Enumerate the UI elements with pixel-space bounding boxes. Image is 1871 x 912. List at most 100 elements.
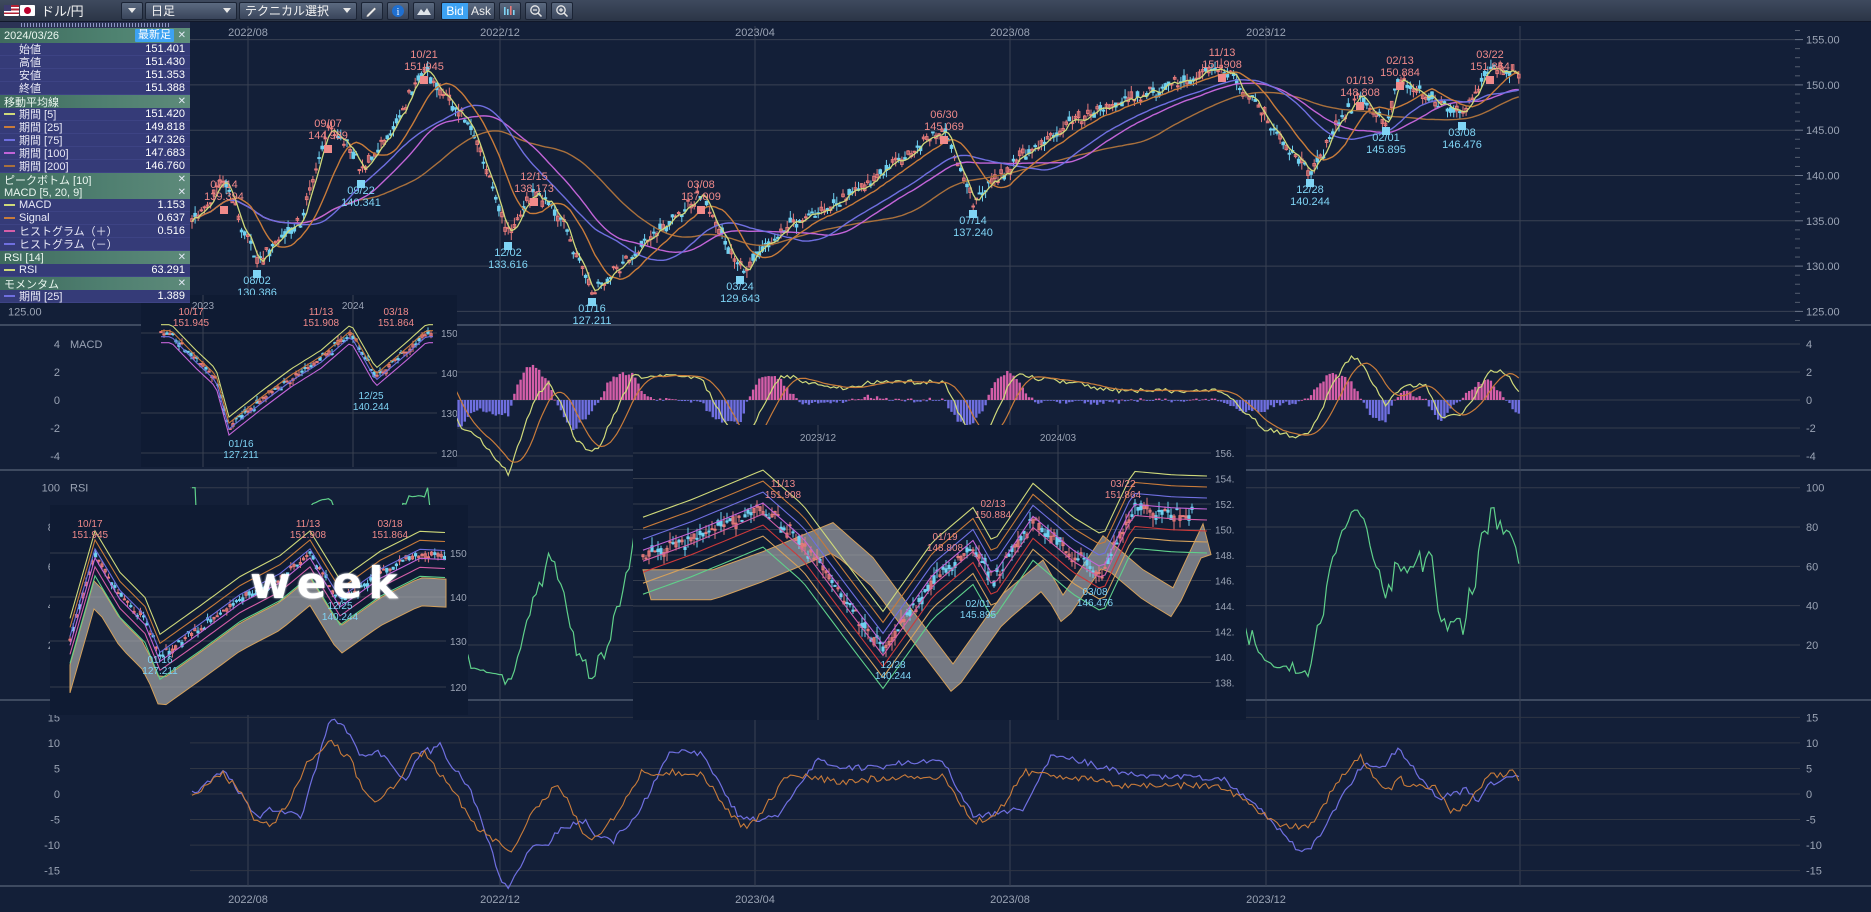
peak-bottom-marker xyxy=(1396,82,1404,90)
panel-drag-handle[interactable] xyxy=(0,22,190,28)
axis-tick-label: -5 xyxy=(50,815,60,827)
peak-bottom-marker xyxy=(220,206,228,214)
annotation-date: 02/01 xyxy=(1372,132,1400,144)
annotation-price: 140.244 xyxy=(322,612,359,623)
subwindow-weekly-upper[interactable]: 150 140 130 120 2023 2024 10/17 151.945 11/13 151… xyxy=(141,295,457,467)
axis-tick-label: 2023/08 xyxy=(990,894,1030,906)
macd-row-4: ヒストグラム（－） xyxy=(0,238,190,251)
annotation-price: 139.394 xyxy=(204,191,244,203)
peak-bottom-marker xyxy=(1458,122,1466,130)
symbol-label[interactable]: ドル/円 xyxy=(41,4,84,19)
jp-flag-icon xyxy=(20,5,35,16)
peak-bottom-marker xyxy=(969,210,977,218)
pencil-icon[interactable] xyxy=(361,1,383,20)
axis-tick-label: 100 xyxy=(1806,483,1824,495)
macd-section-header: MACD [5, 20, 9] ✕ xyxy=(0,186,190,199)
subwindow-indicator-line xyxy=(69,565,446,672)
axis-tick-label: -2 xyxy=(1806,423,1816,435)
info-icon[interactable]: i xyxy=(387,1,409,20)
peak-bottom-marker xyxy=(324,145,332,153)
close-icon[interactable]: ✕ xyxy=(177,252,186,263)
subwindow-ichimoku-canvas[interactable]: 156. 154. 152. 150. 148. 146. 144. 142. 140. 138.… xyxy=(633,425,1246,720)
annotation-price: 138.173 xyxy=(514,183,554,195)
rsi-row-1: RSI 63.291 xyxy=(0,264,190,277)
peakbottom-header-label: ピークボトム [10] xyxy=(4,174,92,187)
mountain-icon[interactable] xyxy=(413,1,435,20)
close-icon[interactable]: ✕ xyxy=(177,96,186,107)
technical-select[interactable]: テクニカル選択 xyxy=(239,1,357,20)
momentum-row-label: 期間 [25] xyxy=(19,291,63,303)
toolbar: ドル/円 日足 テクニカル選択 i Bid Ask xyxy=(0,0,1871,22)
annotation-price: 144.989 xyxy=(308,130,348,142)
ma-row-5: 期間 [200] 146.760 xyxy=(0,160,190,173)
subwindow-ma-line xyxy=(161,342,433,436)
subwindow-axis-label: 150. xyxy=(1215,526,1234,537)
annotation-date: 03/08 xyxy=(1448,127,1476,139)
subwindow-indicator-line xyxy=(69,547,446,654)
annotation-price: 140.244 xyxy=(875,671,912,682)
annotation-date: 12/28 xyxy=(1296,184,1324,196)
axis-tick-label: -10 xyxy=(1806,840,1822,852)
axis-tick-label: 40 xyxy=(1806,601,1818,613)
annotation-date: 08/02 xyxy=(243,275,271,287)
subwindow-indicator-line xyxy=(642,469,1208,613)
close-icon[interactable]: ✕ xyxy=(177,174,186,185)
annotation-price: 127.211 xyxy=(573,315,612,327)
annotation-price: 151.945 xyxy=(404,61,444,73)
series-color-swatch xyxy=(4,295,15,297)
ohlc-row-label: 始値 xyxy=(19,44,41,56)
annotation-price: 150.884 xyxy=(1380,67,1420,79)
subwindow-indicator-line xyxy=(69,556,446,663)
peakbottom-section-header: ピークボトム [10] ✕ xyxy=(0,173,190,187)
subwindow-weekly-lower[interactable]: 150 140 130 120 10/17 151.945 11/13 151.908 03/1… xyxy=(50,505,468,715)
annotation-price: 146.476 xyxy=(1442,139,1482,151)
annotation-date: 12/25 xyxy=(327,601,352,612)
rsi-rows: RSI 63.291 xyxy=(0,264,190,277)
ask-button[interactable]: Ask xyxy=(468,2,494,19)
annotation-price: 129.643 xyxy=(720,293,760,305)
axis-tick-label: 125.00 xyxy=(8,306,42,318)
annotation-price: 145.895 xyxy=(960,610,997,621)
macd-row-3: ヒストグラム（＋） 0.516 xyxy=(0,225,190,238)
axis-tick-label: 10 xyxy=(48,738,60,750)
annotation-price: 151.908 xyxy=(765,490,802,501)
peak-bottom-marker xyxy=(588,298,596,306)
zoom-in-icon[interactable] xyxy=(551,1,573,20)
axis-tick-label: -15 xyxy=(44,866,60,878)
macd-row-2: Signal 0.637 xyxy=(0,212,190,225)
macd-rows: MACD 1.153 Signal 0.637 ヒストグラム（＋） 0.516 ヒストグラム… xyxy=(0,199,190,251)
ohlc-row-label: 安値 xyxy=(19,70,41,82)
ma-section-header: 移動平均線 ✕ xyxy=(0,95,190,109)
subwindow-indicator-line xyxy=(642,535,1208,679)
annotation-date: 01/19 xyxy=(932,532,957,543)
subwindow-indicator-line xyxy=(642,502,1208,646)
series-color-swatch xyxy=(4,217,15,219)
axis-tick-label: MACD xyxy=(70,339,102,351)
annotation-price: 133.616 xyxy=(488,259,528,271)
subwindow-ichimoku[interactable]: 156. 154. 152. 150. 148. 146. 144. 142. 140. 138.… xyxy=(633,425,1246,720)
bid-button[interactable]: Bid xyxy=(442,2,468,19)
timeframe-select[interactable]: 日足 xyxy=(145,1,237,20)
chevron-down-icon xyxy=(128,8,136,13)
axis-tick-label: 2022/12 xyxy=(480,894,520,906)
latest-bar-badge[interactable]: 最新足 xyxy=(135,29,174,42)
close-icon[interactable]: ✕ xyxy=(177,278,186,289)
close-icon[interactable]: ✕ xyxy=(177,30,186,41)
indicator-icon[interactable] xyxy=(499,1,521,20)
subwindow-axis-label: 144. xyxy=(1215,602,1234,613)
annotation-date: 10/17 xyxy=(178,307,203,318)
axis-tick-label: 125.00 xyxy=(1806,306,1840,318)
annotation-date: 01/19 xyxy=(1346,75,1374,87)
peak-bottom-marker xyxy=(940,136,948,144)
bid-ask-toggle[interactable]: Bid Ask xyxy=(441,1,495,20)
close-icon[interactable]: ✕ xyxy=(177,187,186,198)
axis-tick-label: 4 xyxy=(1806,339,1812,351)
annotation-price: 150.884 xyxy=(975,510,1012,521)
annotation-price: 148.808 xyxy=(927,543,964,554)
zoom-out-icon[interactable] xyxy=(525,1,547,20)
annotation-price: 145.895 xyxy=(1366,144,1406,156)
axis-tick-label: 4 xyxy=(54,339,60,351)
symbol-dropdown-button[interactable] xyxy=(121,1,143,20)
